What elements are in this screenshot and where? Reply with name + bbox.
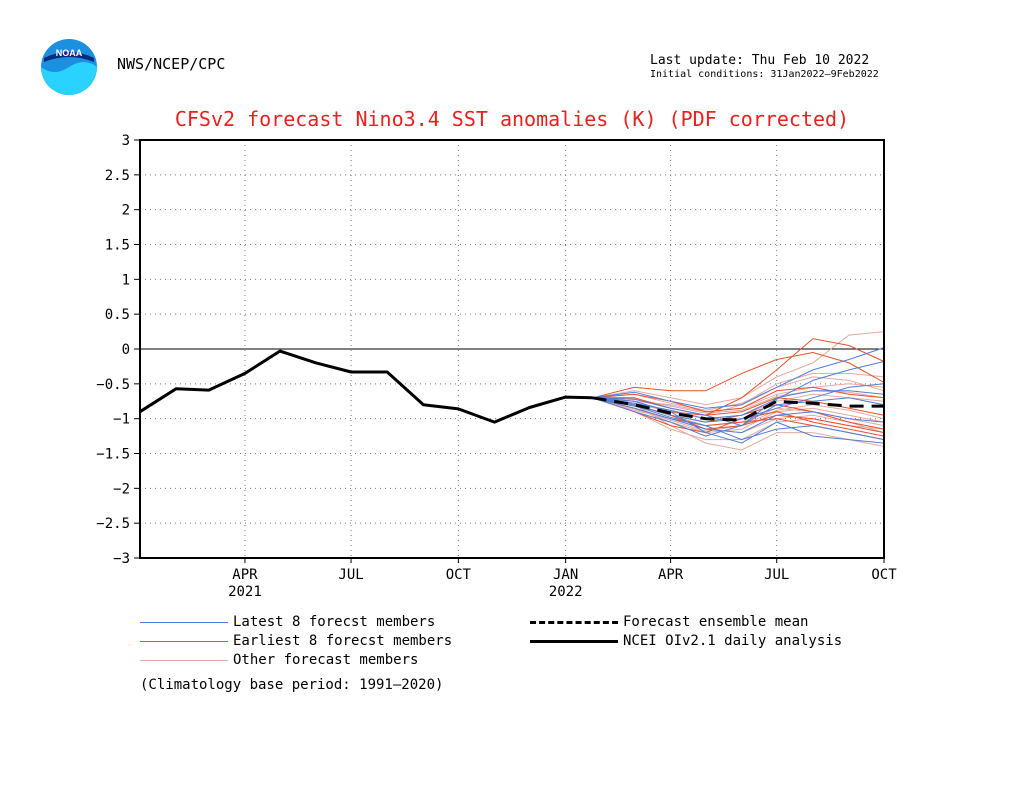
agency-label: NWS/NCEP/CPC [117,55,226,73]
y-tick-label: −2 [113,481,130,497]
y-tick-label: −3 [113,551,130,567]
latest-member-line [592,397,885,434]
y-tick-label: 2 [122,203,130,219]
legend-label-earliest: Earliest 8 forecst members [233,633,453,649]
x-tick-label: JUL [338,567,363,583]
x-tick-label: OCT [446,567,472,583]
y-tick-label: 3 [122,133,130,149]
chart-title: CFSv2 forecast Nino3.4 SST anomalies (K)… [175,107,849,131]
latest-member-line [592,397,885,437]
y-tick-label: −0.5 [96,377,130,393]
y-tick-label: 0 [122,342,130,358]
other-member-line [592,376,885,411]
x-tick-year-label: 2021 [228,584,262,600]
latest-member-line [592,347,885,409]
y-tick-label: −2.5 [96,516,130,532]
x-tick-year-label: 2022 [549,584,583,600]
legend-swatch-other [140,660,228,661]
latest-member-line [592,397,885,441]
y-tick-label: −1 [113,412,130,428]
x-tick-label: JAN [553,567,578,583]
y-tick-label: −1.5 [96,447,130,463]
legend-label-other: Other forecast members [233,652,419,668]
climatology-note: (Climatology base period: 1991–2020) [140,677,444,693]
last-update-label: Last update: Thu Feb 10 2022 [650,53,870,68]
initial-conditions-label: Initial conditions: 31Jan2022–9Feb2022 [650,69,879,80]
earliest-member-line [592,386,885,413]
plot-frame [139,139,885,559]
x-tick-label: APR [658,567,684,583]
svg-text:NOAA: NOAA [56,48,83,58]
latest-member-line [592,397,885,444]
analysis-line [139,349,593,424]
legend-swatch-mean [530,621,618,624]
y-tick-label: 1.5 [105,238,130,254]
legend-swatch-earliest [140,641,228,642]
x-tick-label: APR [232,567,258,583]
legend-label-analysis: NCEI OIv2.1 daily analysis [623,633,843,649]
legend-swatch-latest [140,622,228,623]
legend-swatch-analysis [530,640,618,643]
earliest-member-line [592,338,885,416]
ensemble-mean-line [592,396,884,422]
legend-label-mean: Forecast ensemble mean [623,614,809,630]
x-tick-label: OCT [871,567,897,583]
noaa-logo: NOAA [41,39,97,95]
y-tick-label: 2.5 [105,168,130,184]
y-tick-label: 0.5 [105,307,130,323]
legend-label-latest: Latest 8 forecst members [233,614,436,630]
earliest-member-line [592,351,885,399]
latest-member-line [592,361,885,420]
y-tick-label: 1 [122,272,130,288]
x-tick-label: JUL [764,567,789,583]
